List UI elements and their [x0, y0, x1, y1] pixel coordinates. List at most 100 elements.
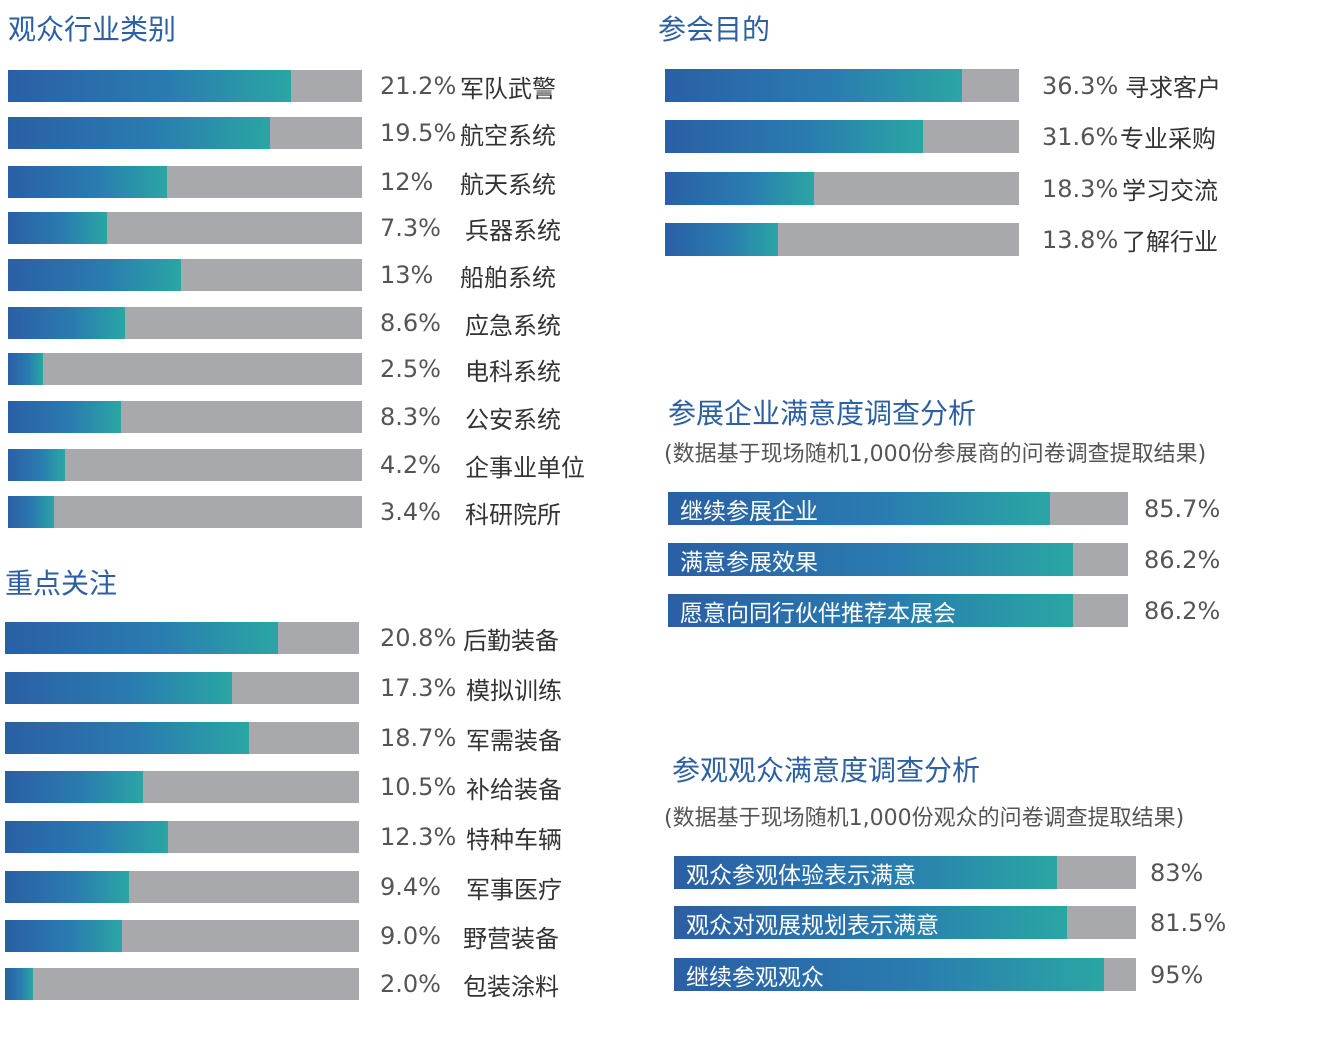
data-label: 12%: [380, 168, 434, 196]
data-label: 21.2%: [380, 72, 457, 100]
data-label: 18.7%: [380, 724, 457, 752]
bar-category-label: 继续参展企业: [680, 498, 818, 525]
bar: [674, 958, 1104, 991]
data-label: 20.8%: [380, 624, 457, 652]
category-label: 航空系统: [460, 121, 556, 150]
bar-track: 继续参展企业: [668, 492, 1128, 525]
bar: [5, 821, 168, 853]
bar: [668, 492, 1050, 525]
data-label: 85.7%: [1144, 494, 1221, 523]
category-label: 补给装备: [466, 775, 562, 804]
bar: [8, 353, 43, 385]
category-label: 学习交流: [1122, 177, 1218, 205]
data-label: 8.3%: [380, 403, 441, 431]
bar-track: [8, 401, 362, 433]
category-label: 包装涂料: [463, 972, 559, 1001]
data-label: 81.5%: [1150, 908, 1227, 937]
bar-track: [8, 353, 362, 385]
bar-track: [8, 259, 362, 291]
category-label: 后勤装备: [463, 626, 559, 655]
category-label: 军事医疗: [466, 875, 562, 904]
bar-track: [665, 172, 1019, 205]
category-label: 专业采购: [1120, 125, 1216, 153]
chart-title: 参展企业满意度调查分析: [668, 397, 977, 430]
data-label: 13.8%: [1042, 225, 1119, 254]
bar: [8, 449, 65, 481]
chart-subtitle: (数据基于现场随机1,000份观众的问卷调查提取结果): [664, 806, 1185, 831]
data-label: 17.3%: [380, 674, 457, 702]
bar: [8, 70, 291, 102]
category-label: 寻求客户: [1125, 74, 1221, 102]
chart-title: 重点关注: [5, 567, 118, 600]
bar: [665, 172, 814, 205]
bar-track: [5, 871, 359, 903]
bar-track: [8, 449, 362, 481]
category-label: 野营装备: [463, 924, 559, 953]
bar-category-label: 继续参观观众: [686, 964, 824, 991]
bar: [8, 307, 125, 339]
data-label: 8.6%: [380, 309, 441, 337]
bar: [8, 496, 54, 528]
bar: [665, 69, 962, 102]
bar: [5, 968, 33, 1000]
bar-track: 愿意向同行伙伴推荐本展会: [668, 594, 1128, 627]
bar: [665, 223, 778, 256]
data-label: 9.4%: [380, 873, 441, 901]
bar-track: [5, 920, 359, 952]
bar-track: [8, 307, 362, 339]
bar-track: [8, 212, 362, 244]
bar-track: 观众参观体验表示满意: [674, 856, 1136, 889]
data-label: 13%: [380, 261, 434, 289]
bar: [5, 722, 249, 754]
category-label: 公安系统: [465, 405, 561, 434]
bar-category-label: 观众对观展规划表示满意: [686, 912, 939, 939]
bar-track: 继续参观观众: [674, 958, 1136, 991]
bar: [5, 871, 129, 903]
bar-track: 观众对观展规划表示满意: [674, 906, 1136, 939]
bar-track: 满意参展效果: [668, 543, 1128, 576]
category-label: 军需装备: [466, 726, 562, 755]
bar-track: [5, 968, 359, 1000]
bar-track: [665, 120, 1019, 153]
category-label: 航天系统: [460, 170, 556, 199]
bar-track: [8, 70, 362, 102]
data-label: 12.3%: [380, 823, 457, 851]
category-label: 科研院所: [465, 500, 561, 529]
data-label: 4.2%: [380, 451, 441, 479]
category-label: 兵器系统: [465, 216, 561, 245]
data-label: 36.3%: [1042, 71, 1119, 100]
data-label: 83%: [1150, 858, 1204, 887]
bar: [674, 856, 1057, 889]
data-label: 19.5%: [380, 119, 457, 147]
bar-track: [665, 69, 1019, 102]
bar: [8, 401, 121, 433]
data-label: 7.3%: [380, 214, 441, 242]
data-label: 86.2%: [1144, 545, 1221, 574]
data-label: 18.3%: [1042, 174, 1119, 203]
bar-track: [5, 821, 359, 853]
category-label: 企事业单位: [465, 453, 585, 482]
bar-category-label: 观众参观体验表示满意: [686, 862, 916, 889]
category-label: 船舶系统: [460, 263, 556, 292]
bar-track: [8, 166, 362, 198]
bar-track: [5, 771, 359, 803]
data-label: 3.4%: [380, 498, 441, 526]
bar: [5, 920, 122, 952]
bar-track: [5, 672, 359, 704]
category-label: 电科系统: [465, 357, 561, 386]
chart-subtitle: (数据基于现场随机1,000份参展商的问卷调查提取结果): [664, 442, 1207, 467]
bar-category-label: 满意参展效果: [680, 549, 818, 576]
bar-track: [8, 496, 362, 528]
data-label: 95%: [1150, 960, 1204, 989]
bar: [668, 543, 1073, 576]
category-label: 军队武警: [460, 74, 556, 103]
bar-track: [5, 622, 359, 654]
data-label: 86.2%: [1144, 596, 1221, 625]
data-label: 31.6%: [1042, 122, 1119, 151]
category-label: 特种车辆: [466, 825, 562, 854]
category-label: 模拟训练: [466, 676, 562, 705]
chart-title: 参会目的: [658, 13, 771, 46]
bar: [8, 117, 270, 149]
bar: [665, 120, 923, 153]
bar: [8, 166, 167, 198]
